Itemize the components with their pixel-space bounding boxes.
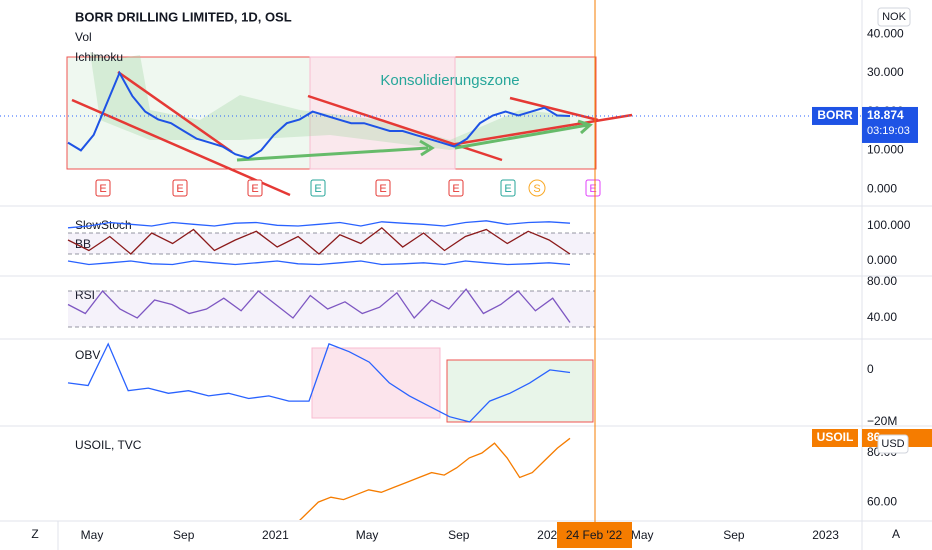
guide-band — [68, 291, 595, 328]
x-tick-label: 2021 — [262, 528, 289, 542]
event-marker — [500, 179, 516, 197]
event-label: E — [589, 183, 596, 195]
x-tick-label: May — [81, 528, 104, 542]
x-tick-label: Sep — [448, 528, 470, 542]
event-label: S — [533, 183, 540, 195]
x-tick-label: May — [356, 528, 379, 542]
pane-title: RSI — [75, 288, 95, 302]
y-tick-label: 100.000 — [867, 218, 911, 232]
indicator-label: Ichimoku — [75, 50, 123, 64]
series-line — [67, 288, 571, 323]
currency-box[interactable] — [877, 7, 911, 27]
toolbar-button[interactable]: Z — [31, 527, 38, 541]
y-tick-label: 80.00 — [867, 274, 897, 288]
chart-title: BORR DRILLING LIMITED, 1D, OSL — [75, 9, 292, 24]
y-tick-label: 60.00 — [867, 494, 897, 508]
y-tick-label: −20M — [867, 414, 897, 428]
pane — [67, 220, 595, 266]
last-value: 86 — [867, 430, 881, 444]
series-line — [67, 70, 571, 160]
event-marker — [375, 179, 391, 197]
annotation: Konsolidierungszone — [380, 72, 519, 89]
currency: USD — [881, 438, 904, 450]
currency: NOK — [882, 11, 907, 23]
y-tick-label: 10.000 — [867, 143, 904, 157]
event-label: E — [176, 183, 183, 195]
price-tag-name: BORR — [817, 108, 853, 122]
price-tag-box — [862, 106, 918, 143]
pane — [67, 70, 571, 160]
x-tick-label: 2023 — [812, 528, 839, 542]
y-tick-label: 0.000 — [867, 181, 897, 195]
series-line — [299, 437, 571, 520]
event-marker — [310, 179, 326, 197]
event-label: E — [99, 183, 106, 195]
event-marker — [528, 179, 546, 197]
indicator-label: Vol — [75, 30, 92, 44]
drawings — [0, 52, 862, 423]
pane-title: SlowStoch — [75, 218, 132, 232]
x-tick-label: May — [631, 528, 654, 542]
x-tick-label: Sep — [723, 528, 745, 542]
price-tag-name: USOIL — [817, 430, 854, 444]
event-label: E — [504, 183, 511, 195]
last-value: 18.874 — [867, 108, 904, 122]
price-tag — [812, 429, 858, 447]
pane-title: OBV — [75, 348, 100, 362]
event-marker — [247, 179, 263, 197]
series-line — [67, 226, 571, 255]
event-label: E — [452, 183, 459, 195]
pane — [67, 342, 571, 423]
pane-title: USOIL, TVC — [75, 438, 142, 452]
pane-subtitle: BB — [75, 237, 91, 251]
series-line — [67, 342, 571, 423]
toolbar-button[interactable]: A — [892, 527, 900, 541]
x-tick-label: Sep — [173, 528, 195, 542]
pane — [67, 288, 595, 328]
event-label: E — [379, 183, 386, 195]
guide-band — [68, 233, 595, 255]
series-line — [67, 220, 571, 229]
event-label: E — [314, 183, 321, 195]
currency-box[interactable] — [877, 434, 909, 454]
event-marker — [95, 179, 111, 197]
cursor-date-box — [557, 522, 632, 548]
y-tick-label: 30.000 — [867, 65, 904, 79]
y-tick-label: 40.00 — [867, 310, 897, 324]
y-tick-label: 40.000 — [867, 26, 904, 40]
y-tick-label: 0.000 — [867, 253, 897, 267]
event-marker — [585, 179, 601, 197]
price-tag — [812, 106, 858, 125]
cursor-date: 24 Feb '22 — [566, 528, 623, 542]
series-line — [67, 260, 571, 266]
event-label: E — [251, 183, 258, 195]
countdown: 03:19:03 — [867, 125, 910, 137]
y-tick-label: 0 — [867, 362, 874, 376]
pane — [299, 437, 571, 520]
event-marker — [448, 179, 464, 197]
event-marker — [172, 179, 188, 197]
